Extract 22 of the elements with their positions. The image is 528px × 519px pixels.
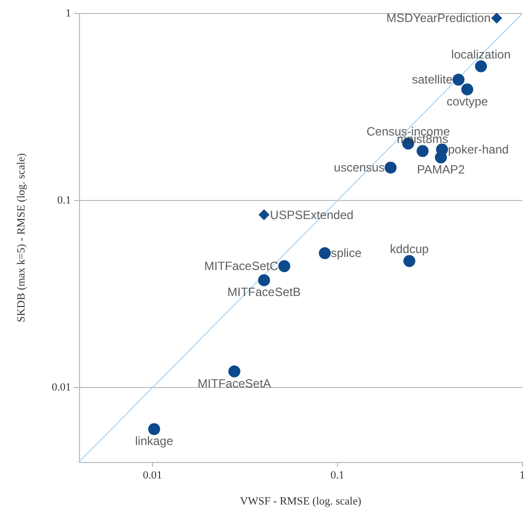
annotation: poker-hand xyxy=(448,142,509,156)
annotation: USPSExtended xyxy=(270,208,354,222)
y-tick-label: 0.1 xyxy=(57,194,71,207)
annotation: localization xyxy=(451,47,511,62)
y-tick-label: 1 xyxy=(66,8,71,20)
annotation: MITFaceSetB xyxy=(227,285,301,300)
annotation: MITFaceSetA xyxy=(198,376,272,390)
x-tick-label: 1 xyxy=(520,470,525,482)
annotation: linkage xyxy=(135,434,174,448)
annotation: satellite xyxy=(412,72,453,87)
annotation: MSDYearPrediction xyxy=(386,11,491,26)
annotation: PAMAP2 xyxy=(417,162,466,176)
annotation: splice xyxy=(330,246,362,260)
annotation: kddcup xyxy=(390,242,430,256)
annotation: uscensus xyxy=(334,160,385,175)
x-tick-label: 0.01 xyxy=(142,470,162,482)
y-axis-title: SKDB (max k=5) - RMSE (log. scale) xyxy=(16,152,28,322)
y-tick-label: 0.01 xyxy=(52,382,71,394)
annotation: covtype xyxy=(446,94,488,108)
annotation: MITFaceSetC xyxy=(204,259,279,274)
x-axis-title: VWSF - RMSE (log. scale) xyxy=(240,496,362,508)
x-tick-label: 0.1 xyxy=(330,470,344,482)
